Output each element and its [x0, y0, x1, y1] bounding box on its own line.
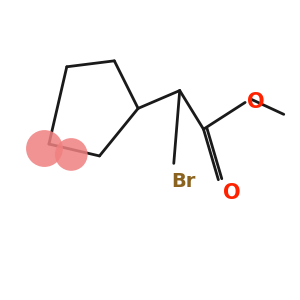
Text: O: O	[223, 183, 240, 203]
Circle shape	[55, 138, 88, 171]
Text: Br: Br	[171, 172, 195, 191]
Text: O: O	[247, 92, 264, 112]
Circle shape	[26, 130, 63, 167]
